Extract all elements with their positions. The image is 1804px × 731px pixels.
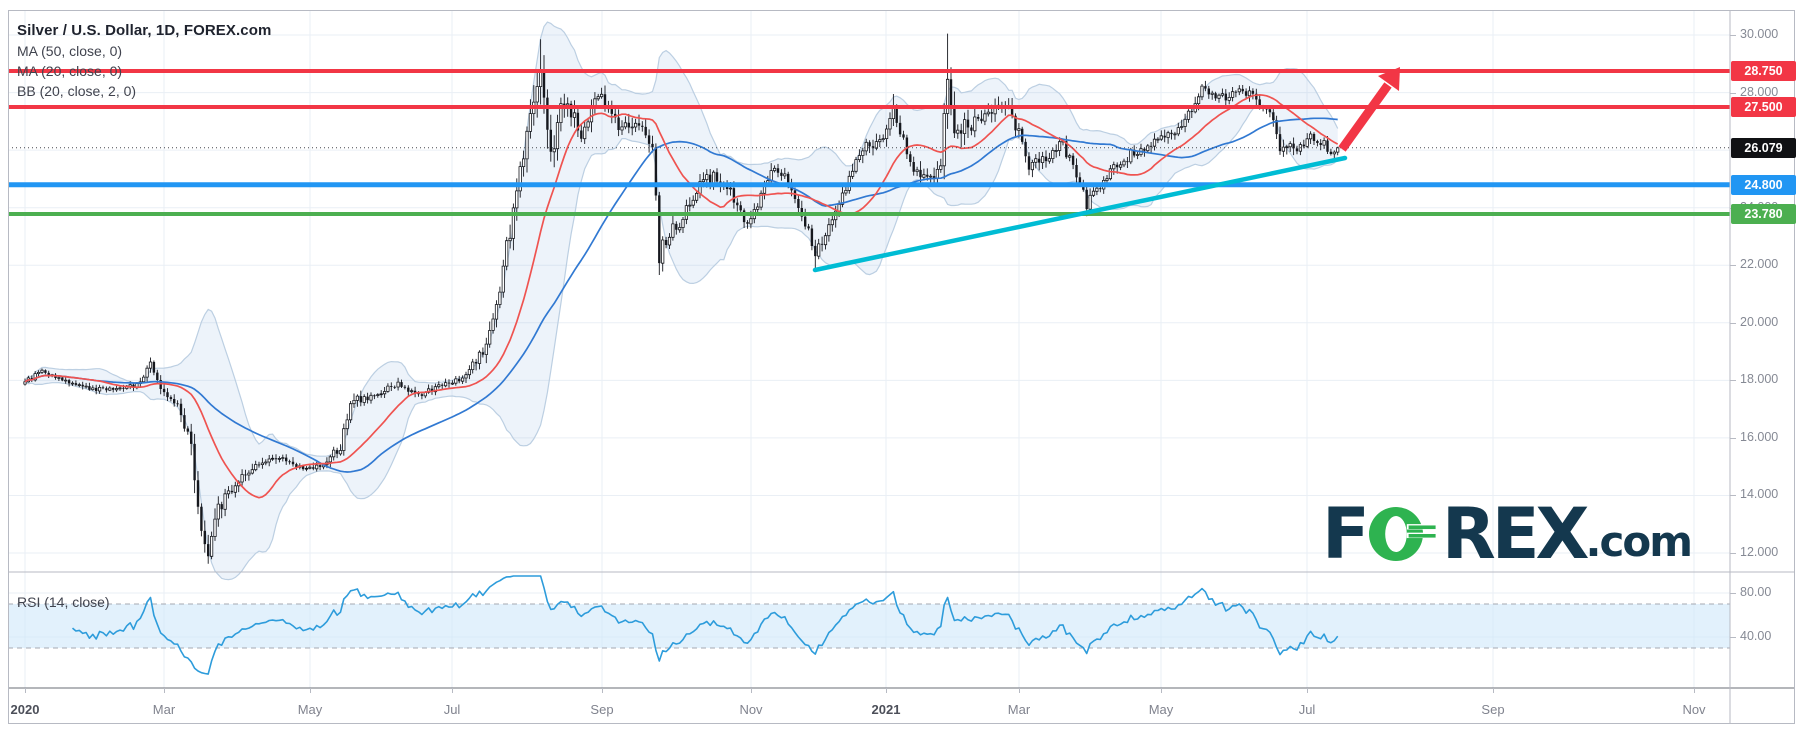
logo-text-f: F [1322, 493, 1370, 575]
current-price-badge: 26.079 [1731, 138, 1796, 158]
time-axis-tick [1161, 688, 1162, 693]
moving-averages [24, 94, 1339, 499]
time-axis-label-Mar: Mar [152, 702, 176, 717]
rsi-axis-tick [1730, 637, 1736, 638]
candlesticks [23, 33, 1340, 564]
chart-legend: Silver / U.S. Dollar, 1D, FOREX.com MA (… [17, 21, 271, 101]
price-badge-28.750: 28.750 [1731, 61, 1796, 81]
price-axis-tick [1730, 35, 1736, 36]
ma50-line [24, 117, 1338, 473]
trendline-drawing[interactable] [812, 155, 1348, 273]
time-axis-tick [1493, 688, 1494, 693]
ma20-line [24, 94, 1339, 499]
time-axis-tick [452, 688, 453, 693]
level-lines[interactable] [8, 69, 1730, 216]
price-axis-tick [1730, 380, 1736, 381]
time-axis-label-2021: 2021 [871, 702, 901, 717]
time-axis-tick [1019, 688, 1020, 693]
bb-lower [24, 104, 1339, 581]
logo-text-rex: REX [1441, 493, 1590, 575]
price-axis-label: 14.000 [1740, 487, 1779, 501]
price-axis-label: 30.000 [1740, 27, 1779, 41]
time-axis-label-Nov: Nov [739, 702, 763, 717]
rsi-axis-label: 80.00 [1740, 585, 1772, 599]
price-badge-27.500: 27.500 [1731, 97, 1796, 117]
gridlines [8, 10, 1730, 688]
time-axis-tick [602, 688, 603, 693]
time-axis-tick [164, 688, 165, 693]
time-axis-tick [751, 688, 752, 693]
price-axis-tick [1730, 93, 1736, 94]
bb-fill [25, 22, 1338, 580]
price-axis-label: 18.000 [1740, 372, 1779, 386]
price-axis-label: 12.000 [1740, 545, 1779, 559]
arrow-drawing-shaft[interactable] [1338, 82, 1392, 152]
time-axis-label-Jul: Jul [1298, 702, 1316, 717]
price-axis-label: 22.000 [1740, 257, 1779, 271]
rsi-band-fill [8, 604, 1730, 648]
price-badge-23.780: 23.780 [1731, 204, 1796, 224]
indicator-ma50-label[interactable]: MA (50, close, 0) [17, 43, 123, 59]
logo-text-com: .com [1585, 517, 1693, 566]
time-axis-tick [25, 688, 26, 693]
time-axis-tick [310, 688, 311, 693]
time-axis-label-Jul: Jul [443, 702, 461, 717]
price-axis-tick [1730, 553, 1736, 554]
time-axis-tick [1694, 688, 1695, 693]
indicator-ma20-label[interactable]: MA (20, close, 0) [17, 63, 123, 79]
panel-borders [8, 10, 1795, 724]
rsi-axis-label: 40.00 [1740, 629, 1772, 643]
price-axis-label: 28.000 [1740, 85, 1779, 99]
time-axis-tick [886, 688, 887, 693]
arrow-drawing-head[interactable] [1378, 67, 1400, 91]
rsi-indicator-label[interactable]: RSI (14, close) [17, 594, 110, 610]
time-axis-label-Sep: Sep [590, 702, 614, 717]
rsi-axis-tick [1730, 593, 1736, 594]
indicator-bb-label[interactable]: BB (20, close, 2, 0) [17, 83, 137, 99]
time-axis-label-May: May [1148, 702, 1174, 717]
time-axis-label-May: May [297, 702, 323, 717]
price-axis-label: 20.000 [1740, 315, 1779, 329]
price-badge-24.800: 24.800 [1731, 175, 1796, 195]
symbol-title[interactable]: Silver / U.S. Dollar, 1D, FOREX.com [17, 22, 272, 39]
time-axis-label-Nov: Nov [1682, 702, 1706, 717]
time-axis-label-Mar: Mar [1007, 702, 1031, 717]
up-candles [23, 69, 1340, 557]
price-axis-tick [1730, 495, 1736, 496]
rsi-line [71, 575, 1339, 675]
rsi-panel [8, 575, 1730, 675]
forex-logo-o-icon [1368, 507, 1440, 561]
time-axis-label-Sep: Sep [1481, 702, 1505, 717]
time-axis-tick [1307, 688, 1308, 693]
price-axis-tick [1730, 438, 1736, 439]
price-axis-label: 16.000 [1740, 430, 1779, 444]
price-axis-tick [1730, 265, 1736, 266]
forex-com-logo: F REX .com [1322, 493, 1693, 575]
price-axis-tick [1730, 323, 1736, 324]
time-axis-label-2020: 2020 [10, 702, 40, 717]
